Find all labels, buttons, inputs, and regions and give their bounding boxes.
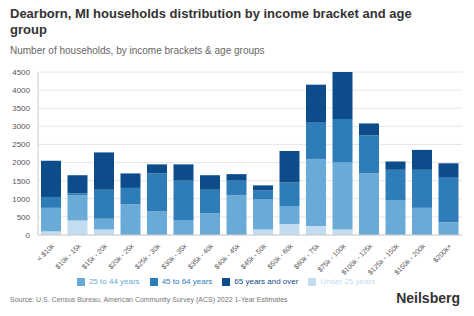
svg-text:$45k - 50k: $45k - 50k xyxy=(239,242,267,270)
svg-text:$10k - 15k: $10k - 15k xyxy=(54,242,82,270)
svg-text:$200k+: $200k+ xyxy=(432,242,453,263)
svg-text:$35k - 40k: $35k - 40k xyxy=(186,242,214,270)
svg-text:2500: 2500 xyxy=(12,140,30,149)
svg-text:< $10k: < $10k xyxy=(36,242,56,262)
svg-text:$60k - 75k: $60k - 75k xyxy=(292,242,320,270)
svg-text:2000: 2000 xyxy=(12,158,30,167)
svg-text:0: 0 xyxy=(26,231,31,240)
svg-text:$50k - 60k: $50k - 60k xyxy=(266,242,294,270)
html-text:Source: U.S. Census Bureau, Am: Source: U.S. Census Bureau, American Com… xyxy=(10,296,288,303)
html-text:Dearborn, MI households distri: Dearborn, MI households distribution by … xyxy=(10,6,412,37)
svg-text:4000: 4000 xyxy=(12,86,30,95)
html-text:Neilsberg: Neilsberg xyxy=(396,290,460,306)
svg-text:$150k - 200k: $150k - 200k xyxy=(393,242,427,276)
svg-text:$75k - 100k: $75k - 100k xyxy=(316,242,347,274)
svg-text:$25k - 30k: $25k - 30k xyxy=(133,242,161,270)
svg-text:$20k - 25k: $20k - 25k xyxy=(107,242,135,270)
svg-text:$125k - 150k: $125k - 150k xyxy=(366,242,400,276)
svg-text:500: 500 xyxy=(17,213,31,222)
svg-text:$40k - 45k: $40k - 45k xyxy=(213,242,241,270)
html-text:Number of households, by incom: Number of households, by income brackets… xyxy=(10,45,265,56)
svg-text:4500: 4500 xyxy=(12,68,30,77)
svg-text:$100k - 125k: $100k - 125k xyxy=(339,242,374,276)
svg-text:3000: 3000 xyxy=(12,122,30,131)
html-text:45 to 64 years: 45 to 64 years xyxy=(161,277,213,286)
svg-text:1500: 1500 xyxy=(12,177,30,186)
svg-text:$15k - 20k: $15k - 20k xyxy=(80,242,108,270)
svg-text:$30k - 35k: $30k - 35k xyxy=(160,242,188,270)
html-text:65 years and over: 65 years and over xyxy=(234,277,299,286)
svg-text:3500: 3500 xyxy=(12,104,30,113)
html-text:25 to 44 years: 25 to 44 years xyxy=(88,277,140,286)
svg-text:1000: 1000 xyxy=(12,195,30,204)
html-text:Under 25 years: Under 25 years xyxy=(320,277,376,286)
